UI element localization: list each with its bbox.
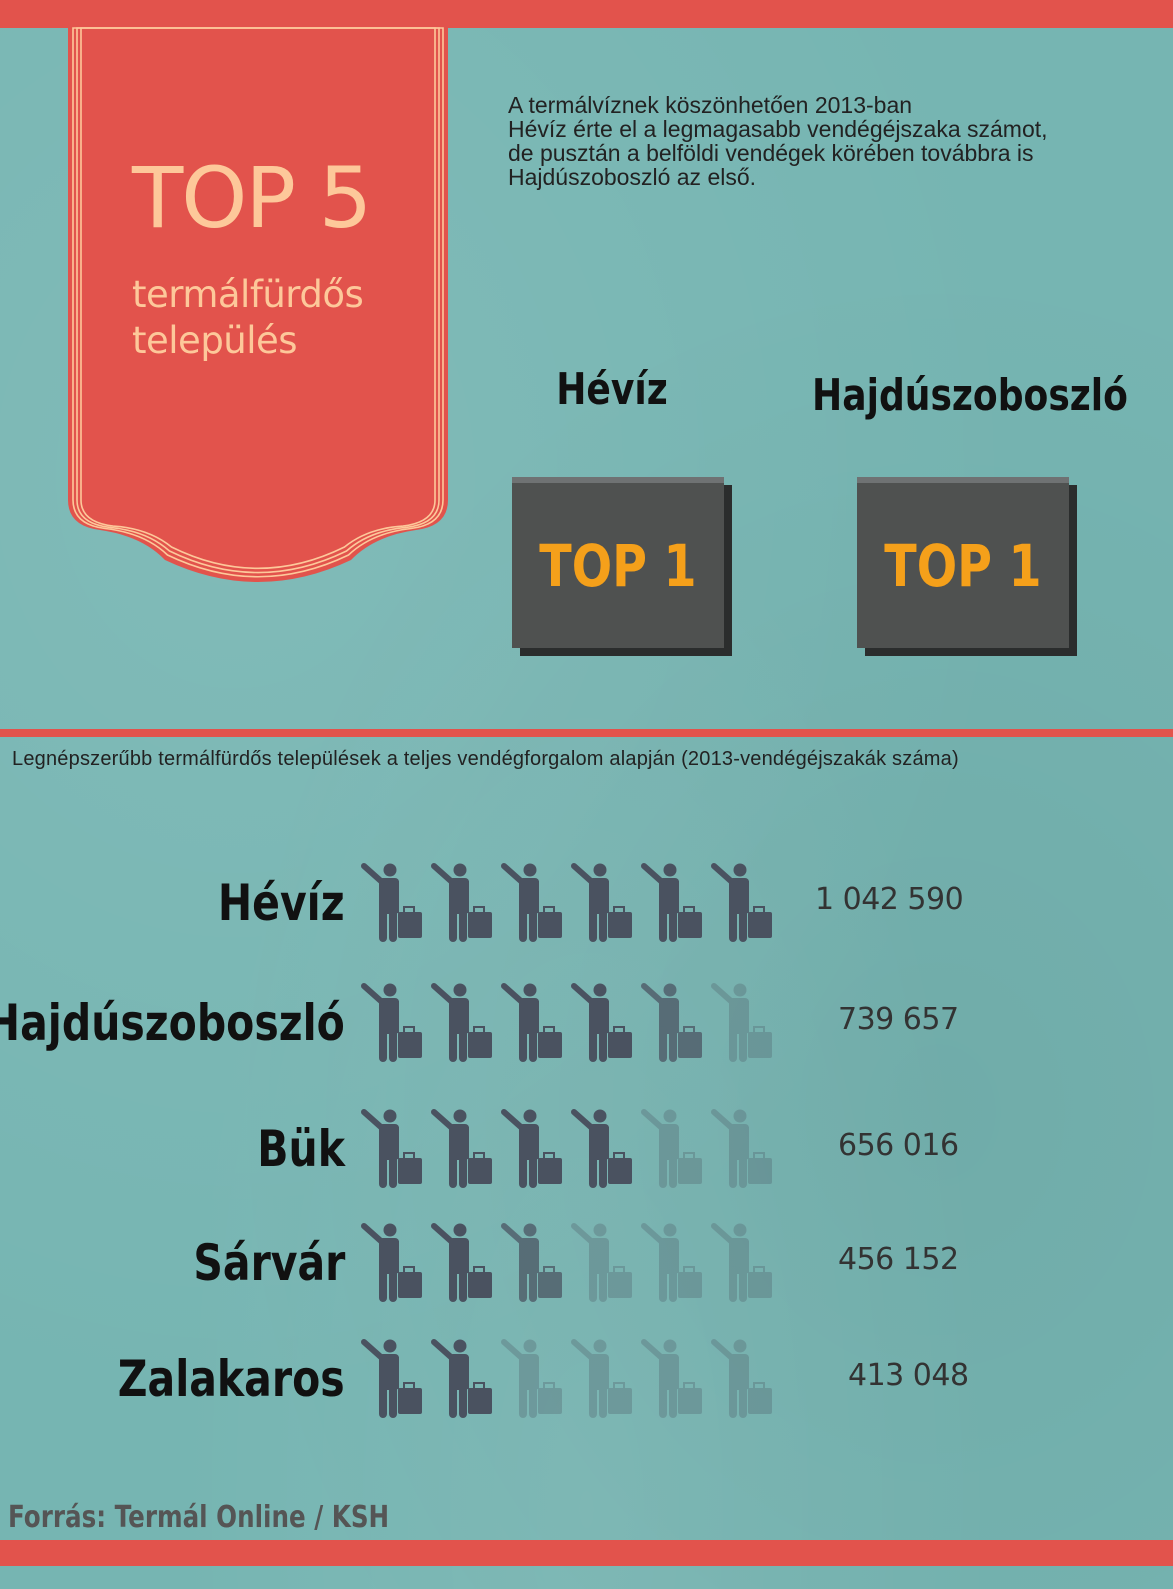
highlight-city-heviz: Hévíz [556, 364, 668, 415]
traveler-with-briefcase-icon [641, 1109, 702, 1188]
value-label: 739 657 [838, 1002, 959, 1037]
traveler-with-briefcase-icon [711, 1339, 772, 1418]
traveler-with-briefcase-icon [431, 1223, 492, 1302]
traveler-with-briefcase-icon [571, 983, 632, 1062]
traveler-with-briefcase-icon [431, 1339, 492, 1418]
traveler-with-briefcase-icon [361, 1109, 422, 1188]
traveler-with-briefcase-icon [711, 983, 772, 1062]
traveler-with-briefcase-icon [711, 863, 772, 942]
traveler-with-briefcase-icon [711, 1109, 772, 1188]
traveler-with-briefcase-icon [571, 1223, 632, 1302]
top1-badge-hajduszoboszlo: TOP 1 [857, 477, 1069, 648]
value-label: 656 016 [838, 1128, 959, 1163]
traveler-with-briefcase-icon [571, 1109, 632, 1188]
top-bar [0, 0, 1173, 28]
banner-title: TOP 5 [132, 149, 372, 247]
traveler-with-briefcase-icon [361, 983, 422, 1062]
traveler-with-briefcase-icon [571, 1339, 632, 1418]
traveler-with-briefcase-icon [641, 863, 702, 942]
divider-bar [0, 729, 1173, 737]
badge-label: TOP 1 [884, 531, 1042, 600]
banner-subtitle-line1: termálfürdős [132, 273, 364, 316]
traveler-with-briefcase-icon [501, 1109, 562, 1188]
chart-row: Sárvár [0, 1222, 1173, 1322]
chart-row: Hajdúszoboszló [0, 982, 1173, 1082]
value-label: 1 042 590 [815, 882, 964, 917]
traveler-with-briefcase-icon [431, 1109, 492, 1188]
category-label: Hajdúszoboszló [0, 994, 345, 1052]
value-label: 456 152 [838, 1242, 959, 1277]
highlight-city-hajduszoboszlo: Hajdúszoboszló [812, 370, 1128, 421]
traveler-with-briefcase-icon [431, 983, 492, 1062]
traveler-with-briefcase-icon [361, 1223, 422, 1302]
chart-title: Legnépszerűbb termálfürdős települések a… [12, 748, 959, 770]
badge-label: TOP 1 [539, 531, 697, 600]
bottom-bar [0, 1540, 1173, 1566]
traveler-with-briefcase-icon [361, 1339, 422, 1418]
chart-row: Hévíz [0, 862, 1173, 962]
traveler-with-briefcase-icon [711, 1223, 772, 1302]
traveler-with-briefcase-icon [641, 1339, 702, 1418]
banner-subtitle-line2: település [132, 319, 298, 362]
intro-text: A termálvíznek köszönhetően 2013-ban Hév… [508, 92, 1048, 190]
traveler-with-briefcase-icon [571, 863, 632, 942]
traveler-with-briefcase-icon [501, 863, 562, 942]
traveler-with-briefcase-icon [501, 1339, 562, 1418]
category-label: Bük [257, 1120, 345, 1178]
chart-row: Zalakaros [0, 1338, 1173, 1438]
banner-border-line [80, 27, 436, 570]
banner-border-line [72, 27, 444, 578]
category-label: Sárvár [192, 1234, 345, 1292]
banner-border-line [76, 27, 440, 574]
source-text: Forrás: Termál Online / KSH [8, 1500, 390, 1535]
traveler-with-briefcase-icon [431, 863, 492, 942]
traveler-with-briefcase-icon [501, 1223, 562, 1302]
banner-subtitle: termálfürdős település [132, 272, 364, 364]
chart-row: Bük [0, 1108, 1173, 1208]
traveler-with-briefcase-icon [641, 983, 702, 1062]
banner-ribbon [68, 27, 448, 582]
traveler-with-briefcase-icon [501, 983, 562, 1062]
value-label: 413 048 [848, 1358, 969, 1393]
category-label: Zalakaros [118, 1350, 345, 1408]
category-label: Hévíz [218, 874, 345, 932]
top1-badge-heviz: TOP 1 [512, 477, 724, 648]
traveler-with-briefcase-icon [361, 863, 422, 942]
traveler-with-briefcase-icon [641, 1223, 702, 1302]
